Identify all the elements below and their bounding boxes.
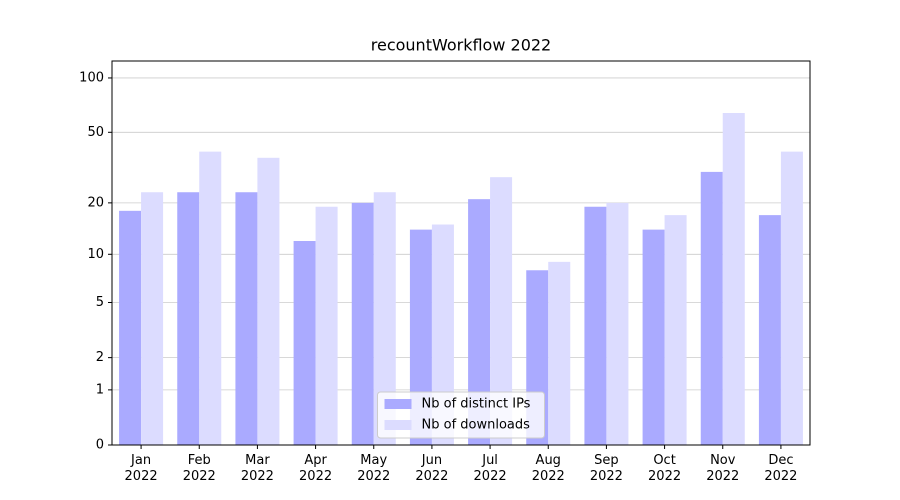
bar — [758, 215, 781, 445]
x-tick-label: Jul 2022 — [473, 453, 507, 484]
bar — [584, 206, 607, 445]
x-tick-label: Sep 2022 — [589, 453, 623, 484]
y-tick-label: 100 — [79, 70, 104, 85]
x-tick-label: Aug 2022 — [531, 453, 565, 484]
bar — [119, 210, 142, 445]
chart-title: recountWorkflow 2022 — [371, 36, 551, 55]
bar — [351, 202, 374, 445]
x-tick-label: Dec 2022 — [764, 453, 798, 484]
legend-swatch — [384, 420, 412, 430]
legend-label: Nb of distinct IPs — [422, 397, 531, 412]
bar — [664, 215, 687, 445]
bar — [468, 199, 491, 445]
legend-box — [377, 391, 545, 439]
bar — [548, 261, 571, 445]
y-tick-label: 5 — [96, 295, 104, 310]
x-tick-label: Feb 2022 — [182, 453, 216, 484]
bar — [642, 229, 665, 445]
bar — [373, 192, 396, 445]
x-tick-label: Jan 2022 — [124, 453, 158, 484]
x-tick-label: Jun 2022 — [415, 453, 449, 484]
bar — [315, 206, 338, 445]
x-tick-label: Mar 2022 — [240, 453, 274, 484]
bar — [722, 113, 745, 446]
bar — [177, 192, 200, 445]
y-tick-label: 50 — [87, 125, 104, 140]
bar — [606, 202, 629, 445]
y-tick-label: 0 — [96, 438, 104, 453]
legend-swatch — [384, 399, 412, 409]
bar — [780, 151, 803, 445]
y-tick-label: 20 — [87, 195, 104, 210]
y-tick-label: 2 — [96, 350, 104, 365]
x-tick-label: Oct 2022 — [648, 453, 682, 484]
bar — [700, 171, 723, 445]
bar — [409, 229, 432, 445]
bar — [431, 224, 454, 445]
x-tick-label: Nov 2022 — [706, 453, 740, 484]
bar — [199, 151, 222, 445]
bar — [235, 192, 258, 445]
plot-frame — [111, 60, 811, 446]
legend-label: Nb of downloads — [422, 418, 531, 433]
bar — [490, 177, 513, 445]
bar — [293, 241, 316, 445]
x-tick-label: Apr 2022 — [299, 453, 333, 484]
bar — [257, 157, 280, 445]
bar — [141, 192, 164, 445]
x-tick-label: May 2022 — [357, 453, 391, 484]
y-tick-label: 1 — [96, 382, 104, 397]
y-tick-label: 10 — [87, 247, 104, 262]
